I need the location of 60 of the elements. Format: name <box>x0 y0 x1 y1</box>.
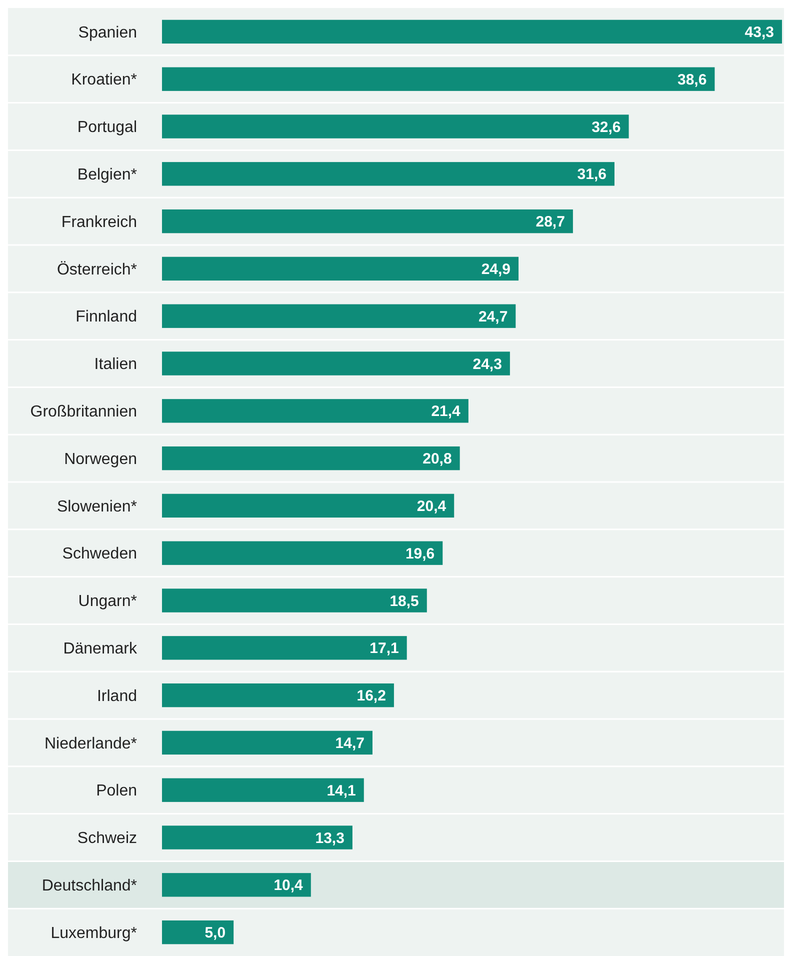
data-label: 14,7 <box>335 734 364 752</box>
y-tick-label: Deutschland* <box>42 878 137 894</box>
data-label: 24,9 <box>481 260 511 278</box>
y-tick-label: Österreich* <box>56 260 137 278</box>
bar <box>162 873 311 897</box>
y-tick-label: Norwegen <box>64 450 137 468</box>
data-label: 43,3 <box>744 24 774 41</box>
bar <box>162 399 468 423</box>
y-tick-label: Kroatien* <box>71 72 137 89</box>
data-label: 18,5 <box>390 592 419 610</box>
data-label: 20,4 <box>416 498 447 515</box>
data-label: 20,8 <box>422 450 452 468</box>
data-label: 24,7 <box>478 308 508 326</box>
data-label: 5,0 <box>204 924 226 942</box>
bar <box>162 446 460 470</box>
bar <box>162 778 364 802</box>
data-label: 38,6 <box>678 71 707 88</box>
data-label: 21,4 <box>431 403 462 420</box>
y-tick-label: Spanien <box>78 24 137 42</box>
y-tick-label: Niederlande* <box>44 735 137 752</box>
bar <box>162 20 782 44</box>
y-tick-label: Schweiz <box>77 830 137 848</box>
y-tick-label: Luxemburg* <box>50 924 137 942</box>
bar <box>162 683 394 708</box>
bar <box>162 209 573 234</box>
bar <box>162 588 427 612</box>
data-label: 13,3 <box>315 830 344 847</box>
y-tick-label: Großbritannien <box>30 404 137 420</box>
y-tick-label: Schweden <box>62 546 137 563</box>
y-tick-label: Polen <box>96 782 137 800</box>
y-tick-label: Portugal <box>77 119 137 136</box>
bar <box>162 67 715 91</box>
bar <box>162 494 454 518</box>
y-tick-label: Irland <box>96 688 137 705</box>
bar <box>162 730 372 755</box>
y-tick-label: Slowenien* <box>56 498 137 516</box>
bar <box>162 826 352 850</box>
bar <box>162 114 629 138</box>
bar <box>162 920 234 944</box>
y-tick-label: Finnland <box>76 308 137 326</box>
y-tick-label: Frankreich <box>61 214 137 231</box>
bar <box>162 304 516 328</box>
data-label: 10,4 <box>274 877 304 894</box>
bar <box>162 541 443 565</box>
data-label: 19,6 <box>405 545 435 562</box>
bar <box>162 256 519 281</box>
y-tick-label: Italien <box>94 356 137 374</box>
data-label: 28,7 <box>536 214 565 231</box>
y-tick-label: Ungarn* <box>78 593 137 610</box>
data-label: 16,2 <box>356 688 386 705</box>
bar <box>162 162 614 186</box>
data-label: 14,1 <box>326 782 356 800</box>
data-label: 17,1 <box>370 640 399 658</box>
data-label: 32,6 <box>592 118 621 136</box>
bar <box>162 636 407 660</box>
y-tick-label: Belgien* <box>77 166 137 184</box>
data-label: 24,3 <box>472 356 502 373</box>
y-tick-label: Dänemark <box>63 640 138 658</box>
bar <box>162 352 510 376</box>
data-label: 31,6 <box>577 166 606 184</box>
